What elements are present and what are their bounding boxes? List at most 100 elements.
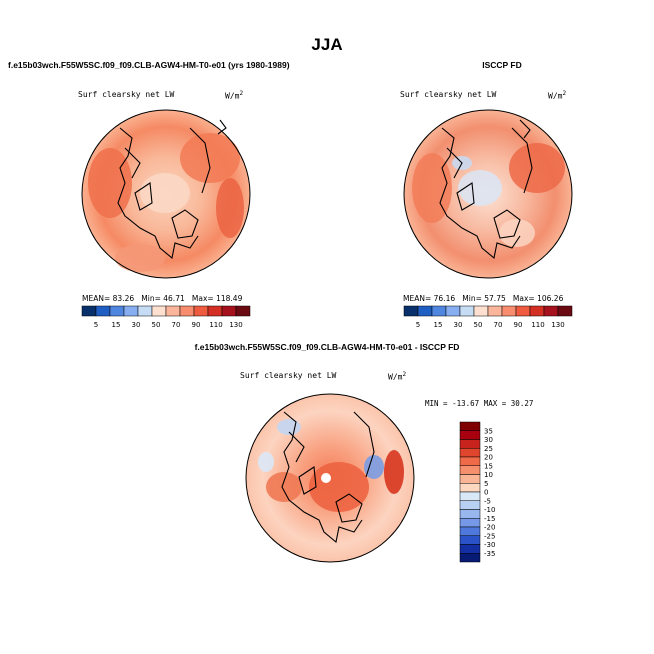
colorbar-swatch bbox=[459, 526, 481, 536]
colorbar-swatch bbox=[179, 305, 195, 317]
colorbar-swatch bbox=[487, 305, 503, 317]
colorbar-swatch bbox=[459, 483, 481, 493]
pole-marker bbox=[321, 473, 331, 483]
colorbar-swatch bbox=[459, 474, 481, 484]
colorbar-tick-label: 15 bbox=[434, 321, 443, 329]
colorbar-tick-label: -5 bbox=[484, 497, 491, 505]
coastlines bbox=[117, 119, 227, 260]
colorbar-tick-label: 5 bbox=[416, 321, 420, 329]
model-polar-map bbox=[81, 109, 251, 279]
diff-map-cool-region bbox=[258, 452, 274, 472]
model-map-warm-region bbox=[216, 178, 244, 238]
colorbar-tick-label: 5 bbox=[484, 480, 488, 488]
colorbar-swatch bbox=[543, 305, 559, 317]
colorbar-swatch bbox=[459, 421, 481, 431]
colorbar-swatch bbox=[459, 430, 481, 440]
colorbar-swatch bbox=[207, 305, 223, 317]
colorbar-tick-label: 15 bbox=[112, 321, 121, 329]
season-title: JJA bbox=[311, 35, 343, 54]
colorbar-swatch bbox=[445, 305, 461, 317]
colorbar-tick-label: 25 bbox=[484, 445, 493, 453]
colorbar-tick-label: 30 bbox=[132, 321, 141, 329]
colorbar-swatch bbox=[403, 305, 419, 317]
colorbar-tick-label: -35 bbox=[484, 550, 495, 558]
colorbar-swatch bbox=[557, 305, 573, 317]
colorbar-tick-label: 0 bbox=[484, 489, 488, 497]
colorbar-swatch bbox=[151, 305, 167, 317]
model-map-warm-region bbox=[88, 148, 132, 218]
diff-map-warm-region bbox=[309, 462, 369, 512]
difference-minmax: MIN = -13.67 MAX = 30.27 bbox=[425, 399, 534, 408]
colorbar-tick-label: 110 bbox=[209, 321, 222, 329]
units-label-right: W/m2 bbox=[548, 90, 567, 101]
colorbar-swatch bbox=[165, 305, 181, 317]
obs-map-warm-region bbox=[412, 153, 452, 223]
colorbar-swatch bbox=[417, 305, 433, 317]
colorbar-tick-label: 30 bbox=[454, 321, 463, 329]
colorbar-swatch bbox=[501, 305, 517, 317]
variable-label-left: Surf clearsky net LW bbox=[78, 90, 175, 99]
model-run-title: f.e15b03wch.F55W5SC.f09_f09.CLB-AGW4-HM-… bbox=[8, 60, 290, 70]
colorbar-tick-label: -25 bbox=[484, 532, 495, 540]
colorbar-swatch bbox=[459, 491, 481, 501]
colorbar-swatch bbox=[459, 448, 481, 458]
variable-label-right: Surf clearsky net LW bbox=[400, 90, 497, 99]
colorbar-tick-label: 130 bbox=[229, 321, 242, 329]
coastlines bbox=[281, 411, 375, 544]
obs-map-warm-region bbox=[509, 143, 565, 193]
units-label-left: W/m2 bbox=[225, 90, 244, 101]
colorbar-swatch bbox=[123, 305, 139, 317]
colorbar-tick-label: 5 bbox=[94, 321, 98, 329]
colorbar-tick-label: 90 bbox=[514, 321, 523, 329]
colorbar-swatch bbox=[459, 544, 481, 554]
diff-map-warm-region bbox=[266, 472, 302, 502]
variable-label-diff: Surf clearsky net LW bbox=[240, 371, 337, 380]
colorbar-swatch bbox=[473, 305, 489, 317]
colorbar-tick-label: 15 bbox=[484, 462, 493, 470]
colorbar-tick-label: -20 bbox=[484, 524, 495, 532]
colorbar-swatch bbox=[459, 465, 481, 475]
diff-map-warm-region bbox=[384, 450, 404, 494]
diff-map-cool-region bbox=[364, 455, 384, 479]
colorbar-swatch bbox=[235, 305, 251, 317]
model-map-cool-region bbox=[140, 173, 190, 213]
difference-polar-map bbox=[245, 393, 415, 563]
colorbar-swatch bbox=[529, 305, 545, 317]
colorbar-swatch bbox=[459, 518, 481, 528]
colorbar-swatch bbox=[459, 500, 481, 510]
coastlines bbox=[439, 119, 533, 260]
colorbar-swatch bbox=[81, 305, 97, 317]
observation-polar-map bbox=[403, 109, 573, 279]
observation-colorbar: 5 15 30 50 70 90 110 130 bbox=[403, 305, 573, 329]
colorbar-tick-label: -30 bbox=[484, 541, 495, 549]
model-map-warm-region bbox=[115, 244, 165, 272]
colorbar-tick-label: 130 bbox=[551, 321, 564, 329]
observation-stats: MEAN= 76.16 Min= 57.75 Max= 106.26 bbox=[403, 294, 564, 303]
colorbar-swatch bbox=[137, 305, 153, 317]
colorbar-swatch bbox=[109, 305, 125, 317]
model-colorbar: 5 15 30 50 70 90 110 130 bbox=[81, 305, 251, 329]
model-map-warm-region bbox=[180, 133, 240, 183]
observation-title: ISCCP FD bbox=[482, 60, 522, 70]
diff-map-cool-region bbox=[277, 419, 301, 435]
colorbar-tick-label: -15 bbox=[484, 515, 495, 523]
colorbar-swatch bbox=[515, 305, 531, 317]
colorbar-swatch bbox=[431, 305, 447, 317]
colorbar-tick-label: -10 bbox=[484, 506, 495, 514]
colorbar-swatch bbox=[459, 456, 481, 466]
colorbar-swatch bbox=[193, 305, 209, 317]
obs-map-cool-region bbox=[499, 219, 535, 247]
colorbar-swatch bbox=[459, 509, 481, 519]
model-stats: MEAN= 83.26 Min= 46.71 Max= 118.49 bbox=[82, 294, 243, 303]
colorbar-swatch bbox=[459, 553, 481, 563]
units-label-diff: W/m2 bbox=[388, 371, 407, 382]
colorbar-tick-label: 30 bbox=[484, 436, 493, 444]
colorbar-swatch bbox=[459, 439, 481, 449]
colorbar-swatch bbox=[221, 305, 237, 317]
colorbar-swatch bbox=[459, 535, 481, 545]
obs-map-cool-region bbox=[458, 170, 502, 206]
colorbar-tick-label: 50 bbox=[474, 321, 483, 329]
colorbar-tick-label: 35 bbox=[484, 427, 493, 435]
colorbar-tick-label: 110 bbox=[531, 321, 544, 329]
colorbar-tick-label: 70 bbox=[494, 321, 503, 329]
